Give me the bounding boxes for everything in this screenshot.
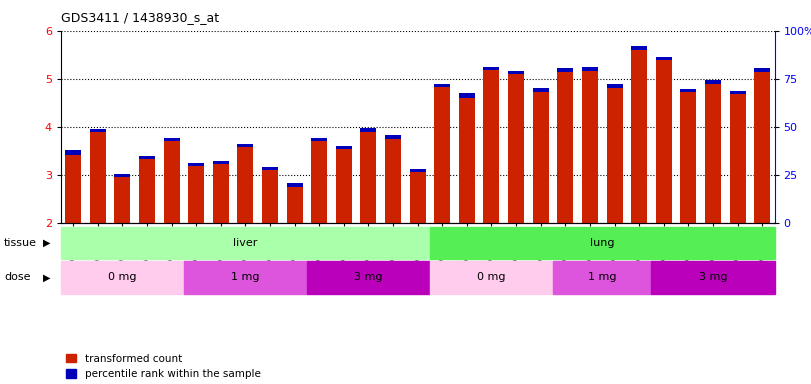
Bar [360, 127, 376, 132]
Bar [607, 84, 623, 88]
Text: 3 mg: 3 mg [354, 272, 383, 283]
Bar [188, 163, 204, 166]
Bar [434, 84, 450, 88]
Bar [164, 141, 179, 223]
Text: tissue: tissue [4, 238, 37, 248]
Bar [508, 71, 524, 74]
Bar [311, 141, 327, 223]
Bar [459, 93, 475, 98]
Text: 1 mg: 1 mg [231, 272, 260, 283]
Bar [286, 184, 303, 187]
Bar [730, 94, 745, 223]
Bar [430, 227, 775, 259]
Bar [582, 71, 598, 223]
Bar [430, 261, 553, 294]
Text: 0 mg: 0 mg [108, 272, 136, 283]
Bar [533, 92, 549, 223]
Text: dose: dose [4, 272, 31, 283]
Bar [631, 46, 647, 50]
Bar [557, 68, 573, 71]
Bar [262, 170, 278, 223]
Bar [533, 88, 549, 92]
Bar [582, 67, 598, 71]
Bar [360, 132, 376, 223]
Bar [680, 92, 697, 223]
Bar [508, 74, 524, 223]
Bar [680, 89, 697, 92]
Bar [164, 138, 179, 141]
Bar [139, 156, 155, 159]
Bar [238, 147, 253, 223]
Bar [483, 67, 500, 70]
Text: GDS3411 / 1438930_s_at: GDS3411 / 1438930_s_at [61, 12, 219, 25]
Bar [631, 50, 647, 223]
Bar [385, 139, 401, 223]
Text: 3 mg: 3 mg [699, 272, 727, 283]
Bar [410, 169, 426, 172]
Bar [336, 146, 352, 149]
Bar [754, 71, 770, 223]
Bar [311, 138, 327, 141]
Bar [607, 88, 623, 223]
Text: ▶: ▶ [43, 272, 50, 283]
Bar [212, 161, 229, 164]
Bar [434, 88, 450, 223]
Bar [730, 91, 745, 94]
Bar [656, 57, 672, 61]
Text: 1 mg: 1 mg [588, 272, 616, 283]
Bar [459, 98, 475, 223]
Bar [651, 261, 775, 294]
Bar [90, 129, 105, 132]
Bar [238, 144, 253, 147]
Bar [65, 150, 81, 155]
Bar [336, 149, 352, 223]
Bar [385, 135, 401, 139]
Bar [65, 155, 81, 223]
Text: liver: liver [234, 238, 258, 248]
Bar [184, 261, 307, 294]
Bar [553, 261, 651, 294]
Bar [410, 172, 426, 223]
Bar [61, 227, 430, 259]
Bar [262, 167, 278, 170]
Bar [557, 71, 573, 223]
Bar [114, 174, 131, 177]
Bar [483, 70, 500, 223]
Text: 0 mg: 0 mg [477, 272, 506, 283]
Bar [656, 61, 672, 223]
Bar [61, 261, 184, 294]
Legend: transformed count, percentile rank within the sample: transformed count, percentile rank withi… [66, 354, 260, 379]
Bar [705, 80, 721, 84]
Bar [139, 159, 155, 223]
Bar [705, 84, 721, 223]
Bar [307, 261, 430, 294]
Bar [90, 132, 105, 223]
Bar [212, 164, 229, 223]
Bar [188, 166, 204, 223]
Bar [114, 177, 131, 223]
Text: ▶: ▶ [43, 238, 50, 248]
Bar [286, 187, 303, 223]
Text: lung: lung [590, 238, 615, 248]
Bar [754, 68, 770, 71]
